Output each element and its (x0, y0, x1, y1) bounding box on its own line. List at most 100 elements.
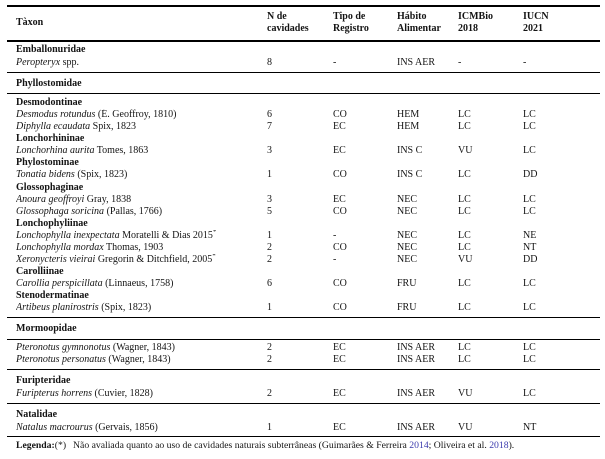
n-cell: 5 (267, 205, 272, 217)
habito-cell: NEC (397, 229, 417, 241)
subfamily-row: Carolliinae (7, 266, 600, 278)
species-scientific-name: Lonchorhina aurita (16, 145, 95, 157)
icmbio-cell: VU (458, 254, 473, 266)
habito-cell: NEC (397, 205, 417, 217)
table-row: Tonatia bidens (Spix, 1823) 1 CO INS C LC DD (7, 169, 600, 181)
subfamily-name: Stenodermatinae (16, 290, 89, 302)
tipo-cell: CO (333, 169, 347, 181)
icmbio-cell: LC (458, 121, 471, 133)
family-row: Mormoopidae (7, 321, 600, 337)
family-row: Emballonuridae (7, 42, 600, 58)
table-row: Anoura geoffroyi Gray, 1838 3 EC NEC LC LC (7, 194, 600, 206)
section-divider-rule (7, 402, 600, 404)
legend-star-marker: * (212, 229, 217, 236)
table-row: Xeronycteris vieirai Gregorin & Ditchfie… (7, 254, 600, 266)
species-author: Moratelli & Dias 2015 (119, 229, 213, 241)
legend-text: Não avaliada quanto ao uso de cavidades … (73, 439, 410, 451)
column-header-label: Registro (333, 23, 369, 35)
table-row: Carollia perspicillata (Linnaeus, 1758) 6… (7, 278, 600, 290)
species-author: (Gervais, 1856) (92, 421, 158, 433)
subfamily-row: Lonchorhininae (7, 133, 600, 145)
table-row: Lonchophylla mordax Thomas, 1903 2 CO NEC LC… (7, 242, 600, 254)
species-scientific-name: Furipterus horrens (16, 387, 93, 399)
table-body: Emballonuridae Peropteryx spp. 8- INS AER - -… (7, 42, 600, 434)
habito-cell: INS AER (397, 421, 436, 433)
n-cell: 2 (267, 387, 272, 399)
subfamily-name: Glossophaginae (16, 181, 84, 193)
species-author: (Spix, 1823) (74, 169, 128, 181)
tipo-cell: CO (333, 242, 347, 253)
n-cell: 1 (267, 229, 272, 241)
species-scientific-name: Carollia perspicillata (16, 278, 103, 290)
legend-label: Legenda: (16, 439, 55, 451)
table-row: Glossophaga soricina (Pallas, 1766) 5 CO NE… (7, 206, 600, 218)
n-cell: 1 (267, 421, 272, 433)
iucn-cell: LC (523, 108, 536, 120)
iucn-cell: NT (523, 421, 537, 433)
column-header-label: 2018 (458, 23, 478, 35)
n-cell: 3 (267, 193, 272, 205)
n-cell: 2 (267, 342, 272, 354)
section-divider-rule (7, 317, 600, 319)
tipo-cell: CO (333, 302, 347, 314)
iucn-cell: LC (523, 121, 536, 133)
species-scientific-name: Xeronycteris vieirai (16, 254, 96, 266)
iucn-cell: LC (523, 354, 536, 366)
taxon-cell: Lonchophylla inexpectata Moratelli & Dia… (16, 230, 267, 242)
icmbio-cell: LC (458, 302, 471, 314)
species-author: Gray, 1838 (84, 193, 132, 205)
taxon-cell: Anoura geoffroyi Gray, 1838 (16, 194, 267, 206)
icmbio-cell: VU (458, 145, 473, 157)
n-cell: 2 (267, 354, 272, 366)
column-header-iucn-2021: IUCN 2021 (523, 11, 600, 36)
tipo-cell: - (333, 57, 337, 69)
citation-link-2018[interactable]: 2018 (489, 439, 509, 451)
table-row: Pteronotus gymnonotus (Wagner, 1843) 2 EC I… (7, 342, 600, 354)
table-row: Peropteryx spp. 8- INS AER - - (7, 57, 600, 69)
habito-cell: FRU (397, 278, 417, 290)
section-divider-rule (7, 338, 600, 340)
iucn-cell: LC (523, 193, 536, 205)
species-author: (Wagner, 1843) (110, 342, 175, 354)
table-top-rule (7, 5, 600, 7)
tipo-cell: - (333, 254, 337, 266)
tipo-cell: EC (333, 421, 346, 433)
species-scientific-name: Natalus macrourus (16, 421, 93, 433)
n-cell: 3 (267, 145, 272, 157)
table-row: Desmodus rotundus (É. Geoffroy, 1810) 6 CO… (7, 109, 600, 121)
subfamily-row: Stenodermatinae (7, 290, 600, 302)
subfamily-row: Desmodontinae (7, 97, 600, 109)
family-name: Mormoopidae (16, 323, 77, 335)
column-header-label: N de (267, 11, 287, 22)
table-row: Furipterus horrens (Cuvier, 1828) 2 EC INS … (7, 388, 600, 400)
citation-link-2014[interactable]: 2014 (409, 439, 429, 451)
subfamily-row: Glossophaginae (7, 182, 600, 194)
table-row: Artibeus planirostris (Spix, 1823) 1 CO FRU… (7, 302, 600, 314)
icmbio-cell: LC (458, 342, 471, 354)
column-header-label: ICMBio (458, 11, 493, 22)
tipo-cell: EC (333, 193, 346, 205)
tipo-cell: EC (333, 121, 346, 133)
species-scientific-name: Artibeus planirostris (16, 302, 99, 314)
family-name: Natalidae (16, 408, 58, 420)
iucn-cell: LC (523, 278, 536, 290)
icmbio-cell: LC (458, 229, 471, 241)
species-scientific-name: Glossophaga soricina (16, 205, 105, 217)
species-scientific-name: Tonatia bidens (16, 169, 75, 181)
family-row: Furipteridae (7, 372, 600, 388)
family-row: Phyllostomidae (7, 75, 600, 91)
iucn-cell: LC (523, 145, 536, 157)
tipo-cell: CO (333, 205, 347, 217)
n-cell: 8 (267, 57, 272, 69)
column-header-icmbio-2018: ICMBio 2018 (458, 11, 523, 36)
column-header-label: 2021 (523, 23, 543, 35)
icmbio-cell: LC (458, 108, 471, 120)
taxon-cell: Lonchophylla mordax Thomas, 1903 (16, 242, 267, 254)
habito-cell: INS AER (397, 354, 436, 366)
legend-text: ). (508, 439, 515, 451)
habito-cell: NEC (397, 242, 417, 253)
species-author: Tomes, 1863 (94, 145, 149, 157)
n-cell: 7 (267, 121, 272, 133)
habito-cell: INS AER (397, 57, 436, 69)
